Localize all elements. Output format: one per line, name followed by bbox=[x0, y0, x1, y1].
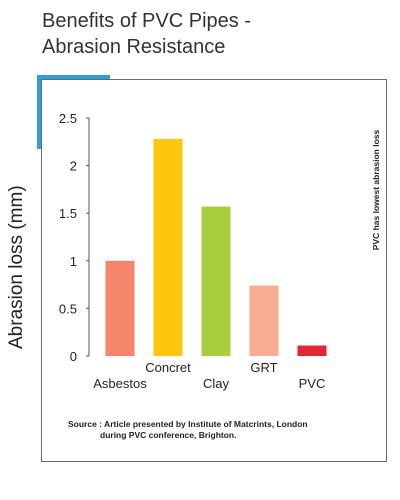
chart-frame bbox=[41, 79, 387, 462]
y-tick-label: 1 bbox=[70, 254, 77, 269]
source-note: Source : Article presented by Institute … bbox=[60, 419, 350, 441]
x-category-label: Clay bbox=[203, 376, 230, 391]
y-tick-label: 0 bbox=[70, 349, 77, 364]
bar bbox=[105, 260, 135, 356]
y-tick-label: 2 bbox=[70, 159, 77, 174]
y-tick-label: 1.5 bbox=[59, 206, 77, 221]
chart-title-line-2: Abrasion Resistance bbox=[42, 36, 226, 58]
x-category-label: GRT bbox=[250, 360, 277, 375]
bar bbox=[201, 206, 231, 356]
source-line-1: Source : Article presented by Institute … bbox=[68, 419, 308, 429]
chart-annotation: PVC has lowest abrasion loss bbox=[371, 129, 381, 251]
accent-bar-horizontal bbox=[37, 75, 110, 80]
chart-title-line-1: Benefits of PVC Pipes - bbox=[42, 10, 251, 32]
source-line-2: during PVC conference, Brighton. bbox=[100, 430, 237, 440]
bar bbox=[153, 138, 183, 356]
x-category-label: Concret bbox=[145, 360, 191, 375]
x-category-label: Asbestos bbox=[93, 376, 147, 391]
bar bbox=[249, 285, 279, 356]
accent-bar-vertical bbox=[37, 75, 42, 149]
y-tick-label: 0.5 bbox=[59, 301, 77, 316]
chart-title: Benefits of PVC Pipes - Abrasion Resista… bbox=[42, 8, 342, 60]
x-category-label: PVC bbox=[299, 376, 326, 391]
y-tick-label: 2.5 bbox=[59, 111, 77, 126]
bar bbox=[297, 345, 327, 356]
